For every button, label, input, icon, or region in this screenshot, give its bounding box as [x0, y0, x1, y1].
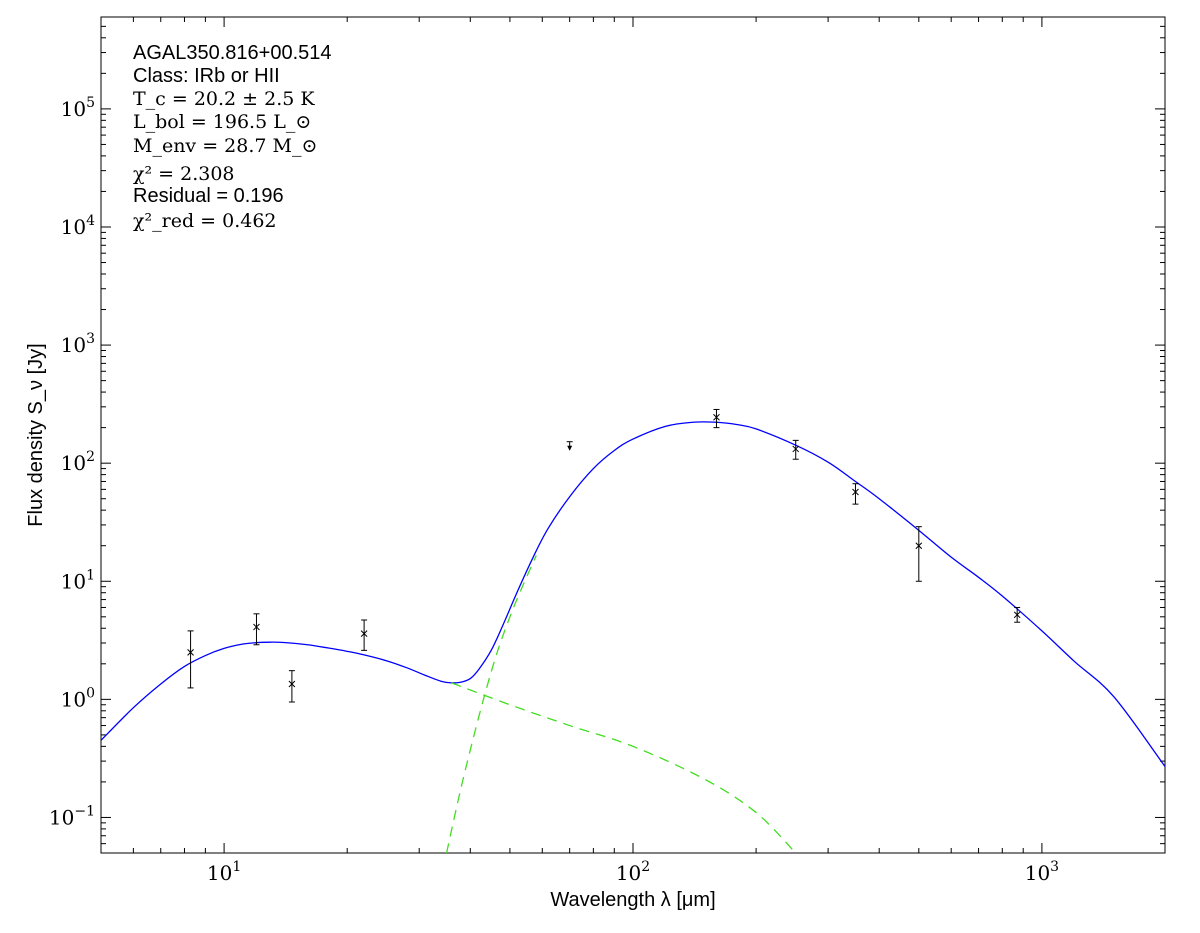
- source-name: AGAL350.816+00.514: [133, 42, 332, 64]
- marker-x: [288, 680, 296, 688]
- marker-x: [360, 630, 368, 638]
- data-point: [713, 408, 720, 429]
- marker-x: [187, 649, 194, 656]
- menv-value: M_env = 28.7 M_⊙: [133, 135, 317, 157]
- upper-limit-point: [566, 441, 573, 451]
- y-tick-label-base: 10: [49, 805, 74, 829]
- y-tick-label-base: 10: [61, 97, 86, 121]
- y-tick-label: 100: [61, 685, 95, 711]
- component-curve-1: [451, 682, 797, 853]
- model-curves: [101, 421, 1165, 853]
- upper-limit-arrow: [567, 445, 573, 451]
- y-tick-label-base: 10: [61, 569, 86, 593]
- data-point: [360, 619, 368, 651]
- data-point: [253, 613, 260, 646]
- x-tick-label-base: 10: [1025, 861, 1050, 885]
- y-axis-label: Flux density S_ν [Jy]: [25, 343, 47, 526]
- observations: [187, 408, 1021, 703]
- y-tick-label: 104: [61, 213, 95, 239]
- component-curve-2: [445, 555, 537, 853]
- x-tick-label-base: 10: [616, 861, 641, 885]
- y-tick-label-exponent: 2: [86, 449, 95, 465]
- y-tick-label-exponent: 3: [86, 331, 95, 347]
- x-tick-label: 101: [207, 859, 241, 885]
- y-tick-label: 105: [61, 95, 95, 121]
- y-tick-label: 10−1: [49, 803, 95, 829]
- y-tick-label-base: 10: [61, 451, 86, 475]
- residual-value: Residual = 0.196: [133, 185, 284, 207]
- y-tick-label-base: 10: [61, 215, 86, 239]
- y-tick-label: 103: [61, 331, 95, 357]
- marker-x: [792, 445, 800, 453]
- chi2red-value: χ²_red = 0.462: [133, 210, 277, 232]
- series-clip-group: [101, 421, 1165, 853]
- y-tick-label-exponent: 4: [86, 213, 95, 229]
- x-tick-label-exponent: 1: [232, 859, 241, 875]
- lbol-value: L_bol = 196.5 L_⊙: [133, 111, 311, 133]
- y-tick-label: 102: [61, 449, 95, 475]
- x-axis-label: Wavelength λ [μm]: [550, 889, 715, 911]
- y-tick-label: 101: [61, 567, 95, 593]
- x-tick-label: 102: [616, 859, 650, 885]
- x-tick-label-base: 10: [207, 861, 232, 885]
- y-tick-label-exponent: 1: [86, 567, 95, 583]
- data-point: [792, 439, 800, 460]
- x-tick-labels: 101 102 103: [207, 859, 1059, 885]
- y-tick-label-exponent: 0: [86, 685, 95, 701]
- total-model-curve: [101, 421, 1165, 767]
- marker-x: [253, 623, 260, 631]
- data-point: [187, 630, 194, 689]
- class-label: Class: IRb or HII: [133, 65, 280, 87]
- marker-x: [713, 413, 720, 421]
- y-tick-label-base: 10: [61, 687, 86, 711]
- axis-ticks: [101, 17, 1165, 853]
- data-point: [288, 670, 296, 703]
- x-tick-label: 103: [1025, 859, 1059, 885]
- x-tick-label-exponent: 2: [641, 859, 650, 875]
- fit-annotations: AGAL350.816+00.514 Class: IRb or HII T_c…: [133, 42, 332, 232]
- data-point: [1013, 606, 1021, 623]
- marker-x: [915, 542, 923, 550]
- y-tick-label-exponent: −1: [74, 803, 95, 819]
- data-point: [915, 526, 923, 582]
- data-point: [852, 483, 859, 505]
- x-tick-label-exponent: 3: [1050, 859, 1059, 875]
- y-tick-label-base: 10: [61, 333, 86, 357]
- marker-x: [852, 488, 859, 496]
- y-tick-label-exponent: 5: [86, 95, 95, 111]
- tc-value: T_c = 20.2 ± 2.5 K: [133, 88, 315, 110]
- chi2-value: χ² = 2.308: [133, 163, 235, 185]
- marker-x: [1013, 611, 1021, 619]
